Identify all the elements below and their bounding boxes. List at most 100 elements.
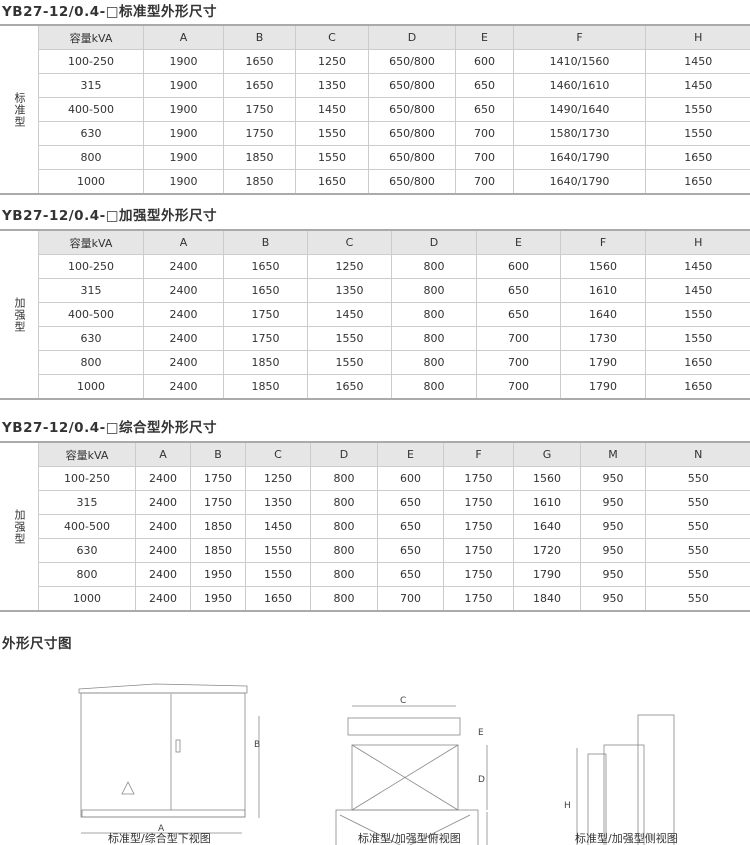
table-cell: 800 <box>391 302 477 327</box>
table-cell: 650/800 <box>368 97 456 122</box>
table-cell: 1410/1560 <box>513 49 646 74</box>
table-cell: 1490/1640 <box>513 97 646 122</box>
table-standard: 标准型 容量kVA A B C D E F H 100-250 1900 1650 1250 650/80… <box>0 24 750 195</box>
table-cell: 1550 <box>307 326 392 351</box>
table-cell: 650 <box>476 278 561 303</box>
table-cell: 950 <box>580 514 646 539</box>
table-cell: 1750 <box>190 490 246 515</box>
table-title-standard: YB27-12/0.4-□标准型外形尺寸 <box>2 4 217 20</box>
table-cell: 650/800 <box>368 145 456 170</box>
table-cell: 800 <box>310 490 378 515</box>
table-cell: 1610 <box>513 490 581 515</box>
table-cell: 1640/1790 <box>513 169 646 193</box>
table-cell: 1900 <box>143 73 224 98</box>
table-cell: 1850 <box>223 374 308 398</box>
table-row: 100-250 2400 1650 1250 800 600 1560 1450 <box>38 254 750 279</box>
table-cell: 2400 <box>135 586 191 610</box>
table-cell: 1450 <box>645 49 750 74</box>
side-view-drawing <box>576 714 675 845</box>
table-cell: 700 <box>455 169 514 193</box>
dimension-drawings: A B C D E F H <box>78 683 675 845</box>
table-cell: 1850 <box>190 514 246 539</box>
table-cell: 315 <box>38 73 144 98</box>
header-row: 容量kVA A B C D E F H <box>38 231 750 255</box>
table-reinforced: 加强型 容量kVA A B C D E F H 100-250 2400 1650 1250 800 600… <box>0 229 750 400</box>
table-row: 100-250 1900 1650 1250 650/800 600 1410/1560 14… <box>38 49 750 74</box>
table-cell: 800 <box>391 278 477 303</box>
column-header: 容量kVA <box>38 26 144 50</box>
table-cell: 1750 <box>443 586 514 610</box>
table-cell: 1350 <box>307 278 392 303</box>
table-cell: 1900 <box>143 121 224 146</box>
column-header: 容量kVA <box>38 443 136 467</box>
table-title-reinforced: YB27-12/0.4-□加强型外形尺寸 <box>2 208 217 224</box>
column-header: E <box>455 26 514 50</box>
table-cell: 1750 <box>223 121 296 146</box>
table-row: 1000 2400 1850 1650 800 700 1790 1650 <box>38 374 750 398</box>
table-cell: 1750 <box>443 538 514 563</box>
column-header: N <box>645 443 750 467</box>
table-cell: 800 <box>310 586 378 610</box>
table-cell: 1750 <box>223 302 308 327</box>
table-cell: 700 <box>377 586 444 610</box>
header-row: 容量kVA A B C D E F H <box>38 26 750 50</box>
table-cell: 1850 <box>223 145 296 170</box>
table-row: 315 1900 1650 1350 650/800 650 1460/1610 1450 <box>38 73 750 98</box>
column-header: B <box>223 26 296 50</box>
dim-label-H: H <box>564 801 571 811</box>
column-header: D <box>368 26 456 50</box>
table-cell: 650/800 <box>368 49 456 74</box>
table-cell: 1550 <box>645 326 750 351</box>
table-cell: 700 <box>476 374 561 398</box>
table-cell: 1900 <box>143 97 224 122</box>
column-header: F <box>560 231 646 255</box>
table-cell: 1750 <box>190 466 246 491</box>
table-cell: 650 <box>377 514 444 539</box>
table-cell: 800 <box>38 145 144 170</box>
column-header: F <box>513 26 646 50</box>
table-cell: 1550 <box>295 145 369 170</box>
table-cell: 2400 <box>135 538 191 563</box>
table-cell: 1900 <box>143 169 224 193</box>
table-cell: 1580/1730 <box>513 121 646 146</box>
table-cell: 1790 <box>560 374 646 398</box>
side-label: 加强型 <box>13 508 26 545</box>
table-cell: 700 <box>476 350 561 375</box>
table-cell: 800 <box>391 374 477 398</box>
table-row: 100-250 2400 1750 1250 800 600 1750 1560 950 550 <box>38 466 750 491</box>
table-cell: 1610 <box>560 278 646 303</box>
caption-side-view: 标准型/加强型侧视图 <box>575 832 678 845</box>
table-cell: 1000 <box>38 374 144 398</box>
table-cell: 1750 <box>443 466 514 491</box>
table-cell: 1450 <box>295 97 369 122</box>
table-cell: 650 <box>455 73 514 98</box>
front-view-drawing <box>78 683 260 834</box>
table-cell: 1650 <box>645 350 750 375</box>
table-cell: 1460/1610 <box>513 73 646 98</box>
table-cell: 700 <box>476 326 561 351</box>
table-cell: 800 <box>38 562 136 587</box>
table-cell: 650 <box>377 538 444 563</box>
table-cell: 1790 <box>513 562 581 587</box>
table-row: 1000 1900 1850 1650 650/800 700 1640/1790 1650 <box>38 169 750 193</box>
table-cell: 550 <box>645 466 750 491</box>
table-cell: 650/800 <box>368 73 456 98</box>
table-cell: 2400 <box>143 374 224 398</box>
table-cell: 1250 <box>307 254 392 279</box>
column-header: M <box>580 443 646 467</box>
table-cell: 1750 <box>223 326 308 351</box>
table-cell: 800 <box>391 350 477 375</box>
table-cell: 1850 <box>223 350 308 375</box>
column-header: E <box>377 443 444 467</box>
column-header: C <box>307 231 392 255</box>
table-cell: 1640 <box>513 514 581 539</box>
table-cell: 1650 <box>645 374 750 398</box>
column-header: H <box>645 231 750 255</box>
table-row: 800 1900 1850 1550 650/800 700 1640/1790 1650 <box>38 145 750 170</box>
table-cell: 315 <box>38 278 144 303</box>
table-cell: 1650 <box>223 73 296 98</box>
table-cell: 1790 <box>560 350 646 375</box>
table-cell: 550 <box>645 538 750 563</box>
table-cell: 1450 <box>645 278 750 303</box>
table-cell: 650 <box>476 302 561 327</box>
